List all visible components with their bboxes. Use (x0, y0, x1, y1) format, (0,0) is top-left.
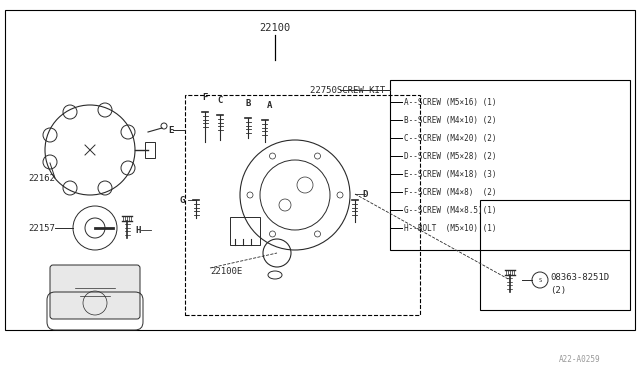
Text: G--SCREW (M4×8.5)(1): G--SCREW (M4×8.5)(1) (404, 205, 497, 215)
Bar (145, 142, 155, 158)
Text: F: F (202, 93, 208, 102)
Bar (390, 80, 630, 250)
Text: 22157: 22157 (28, 224, 55, 232)
Text: H--BOLT  (M5×10) (1): H--BOLT (M5×10) (1) (404, 224, 497, 232)
Text: A--SCREW (M5×16) (1): A--SCREW (M5×16) (1) (404, 97, 497, 106)
Text: 22100: 22100 (259, 23, 291, 33)
Text: C: C (218, 96, 223, 105)
Text: E--SCREW (M4×18) (3): E--SCREW (M4×18) (3) (404, 170, 497, 179)
Text: B--SCREW (M4×10) (2): B--SCREW (M4×10) (2) (404, 115, 497, 125)
Text: H: H (135, 225, 140, 234)
Text: A22-A0259: A22-A0259 (558, 356, 600, 365)
Text: D: D (362, 189, 367, 199)
Text: S: S (538, 278, 541, 282)
Text: E: E (168, 125, 173, 135)
Text: D--SCREW (M5×28) (2): D--SCREW (M5×28) (2) (404, 151, 497, 160)
Bar (480, 200, 630, 310)
Text: 22100E: 22100E (210, 267, 243, 276)
FancyBboxPatch shape (50, 265, 140, 319)
Text: (2): (2) (550, 285, 566, 295)
Text: F--SCREW (M4×8)  (2): F--SCREW (M4×8) (2) (404, 187, 497, 196)
Text: 08363-8251D: 08363-8251D (550, 273, 609, 282)
Bar (230, 217, 260, 245)
Text: B: B (245, 99, 251, 108)
Text: 22162: 22162 (28, 173, 55, 183)
Bar (185, 95, 420, 315)
Text: C--SCREW (M4×20) (2): C--SCREW (M4×20) (2) (404, 134, 497, 142)
Bar (5, 10, 635, 330)
Text: 22750SCREW KIT: 22750SCREW KIT (310, 86, 385, 94)
Text: G: G (180, 196, 185, 205)
Text: A: A (268, 100, 273, 109)
